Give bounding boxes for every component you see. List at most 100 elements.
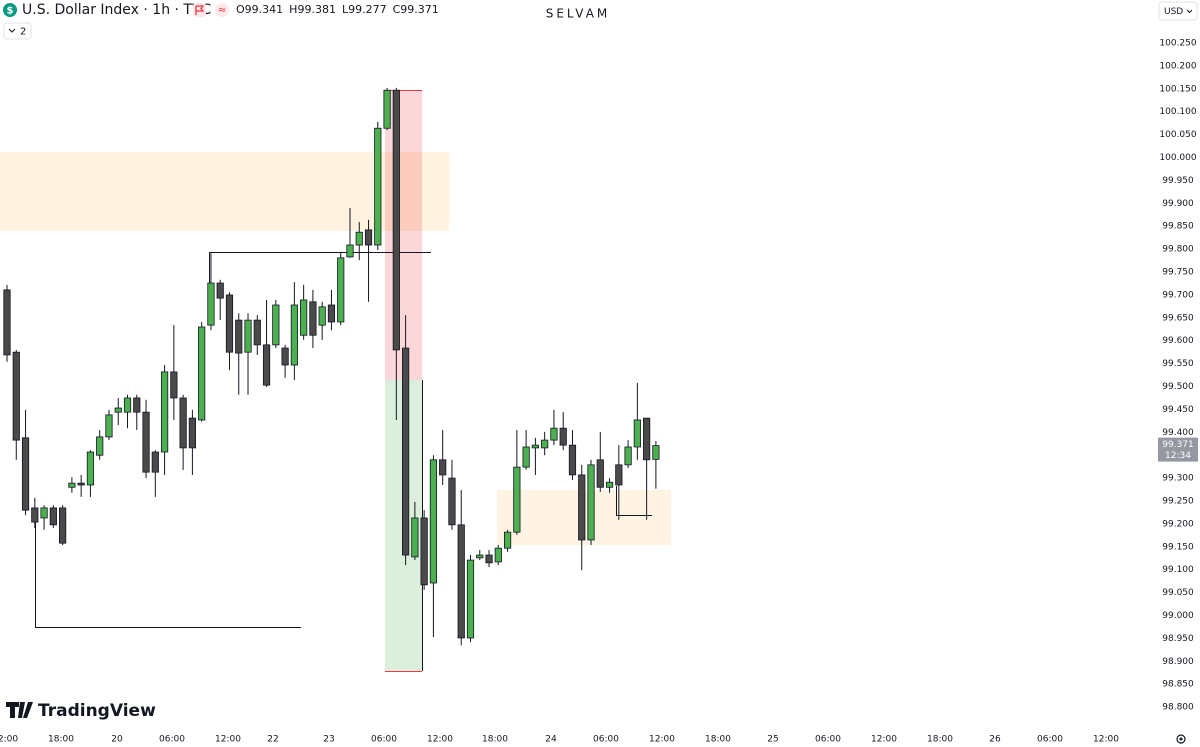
candle-body xyxy=(522,446,530,468)
candle-body xyxy=(133,397,141,413)
candle-body xyxy=(652,445,660,460)
y-tick-label: 100.000 xyxy=(1159,153,1196,163)
x-tick-label: 18:00 xyxy=(482,735,508,745)
y-tick-label: 99.950 xyxy=(1162,176,1194,186)
y-tick-label: 99.700 xyxy=(1162,290,1194,300)
candles xyxy=(3,87,660,646)
y-tick-label: 98.950 xyxy=(1162,634,1194,644)
ohlc-value: 99.277 xyxy=(348,3,387,16)
x-tick-label: 06:00 xyxy=(371,735,397,745)
x-tick-label: 18:00 xyxy=(927,735,953,745)
branding: TradingView xyxy=(38,701,156,721)
x-tick-label: 06:00 xyxy=(593,735,619,745)
session-icon xyxy=(215,3,229,17)
last-price: 99.371 xyxy=(1162,440,1194,450)
ohlc-legend: O 99.341 H 99.381 L 99.277 C 99.371 xyxy=(236,3,439,16)
chart-title: U.S. Dollar Index · 1h · TVC xyxy=(22,2,212,18)
y-tick-label: 99.050 xyxy=(1162,588,1194,598)
symbol-icon xyxy=(3,3,17,17)
candle-body xyxy=(151,451,159,473)
x-tick-label: 23 xyxy=(323,735,334,745)
x-tick-label: 26 xyxy=(989,735,1001,745)
y-tick-label: 98.900 xyxy=(1162,657,1194,667)
stop-zone xyxy=(385,90,422,380)
candle-body xyxy=(643,417,651,461)
flag-glyph xyxy=(195,5,205,15)
x-axis: 2:00 18:00 20 06:00 12:00 22 23 06:00 12:00 18:00… xyxy=(0,735,1119,745)
candle-body xyxy=(411,517,419,558)
x-tick-label: 12:00 xyxy=(215,735,241,745)
candle-body xyxy=(225,294,234,353)
candle-body xyxy=(49,507,57,526)
candle-body xyxy=(281,347,289,366)
y-tick-label: 100.200 xyxy=(1159,61,1196,71)
candle-body xyxy=(429,459,438,584)
candle-body xyxy=(96,436,104,456)
candle-body xyxy=(59,507,67,544)
candle-body xyxy=(12,351,20,441)
candle-body xyxy=(179,397,187,449)
candle-body xyxy=(392,89,400,351)
y-tick-label: 99.800 xyxy=(1162,245,1194,255)
candle-body xyxy=(216,282,224,299)
ohlc-label: L xyxy=(342,3,349,16)
high-level xyxy=(209,252,431,283)
candle-body xyxy=(494,547,502,563)
low-level xyxy=(616,486,652,516)
y-tick-label: 99.550 xyxy=(1162,359,1194,369)
candle-body xyxy=(355,231,363,246)
candle-body xyxy=(86,451,95,486)
candle-body xyxy=(235,319,243,354)
candle-body xyxy=(253,319,261,346)
y-tick-label: 99.250 xyxy=(1162,497,1194,507)
flag-icon[interactable] xyxy=(193,3,206,17)
candle-body xyxy=(290,304,298,366)
candle-body xyxy=(624,446,632,466)
logo-icon xyxy=(6,702,33,718)
settings-button[interactable] xyxy=(1176,734,1186,744)
candle-body xyxy=(21,437,30,511)
candle-body xyxy=(123,397,132,413)
candle-body xyxy=(457,524,465,639)
low-level xyxy=(35,512,301,628)
x-tick-label: 2:00 xyxy=(0,735,18,745)
x-tick-label: 12:00 xyxy=(427,735,453,745)
candle-body xyxy=(31,507,39,523)
candle-body xyxy=(327,304,336,323)
candle-body xyxy=(587,464,595,541)
y-tick-label: 98.800 xyxy=(1162,703,1194,713)
price-tag xyxy=(1158,437,1198,462)
x-tick-label: 24 xyxy=(545,735,557,745)
candle-body xyxy=(160,371,169,453)
supply-zone xyxy=(0,152,449,231)
chevron xyxy=(1186,9,1193,14)
candle-body xyxy=(337,257,345,323)
candle-body xyxy=(605,481,614,488)
indicators-toggle[interactable] xyxy=(3,22,32,40)
currency-button[interactable] xyxy=(1158,1,1198,21)
y-tick-label: 99.600 xyxy=(1162,336,1194,346)
x-tick-label: 06:00 xyxy=(1037,735,1063,745)
candle-body xyxy=(439,459,447,476)
ohlc-value: 99.381 xyxy=(297,3,336,16)
ohlc-value: 99.371 xyxy=(400,3,439,16)
candle-body xyxy=(170,371,178,399)
candle-body xyxy=(364,229,373,246)
candle-body xyxy=(309,301,317,336)
candle-body xyxy=(262,344,271,386)
y-tick-label: 99.900 xyxy=(1162,199,1194,209)
candle-body xyxy=(550,427,558,441)
candle-body xyxy=(466,559,475,639)
candle-body xyxy=(244,319,252,353)
x-tick-label: 22 xyxy=(267,735,278,745)
countdown: 12:34 xyxy=(1165,451,1191,461)
ohlc-label: H xyxy=(289,3,297,16)
candle-body xyxy=(531,444,539,449)
candle-body xyxy=(615,464,623,486)
x-tick-label: 18:00 xyxy=(705,735,731,745)
settings-glyph xyxy=(1179,737,1183,741)
watermark: SELVAM xyxy=(546,7,611,21)
candle-body xyxy=(142,411,150,473)
x-tick-label: 18:00 xyxy=(48,735,74,745)
